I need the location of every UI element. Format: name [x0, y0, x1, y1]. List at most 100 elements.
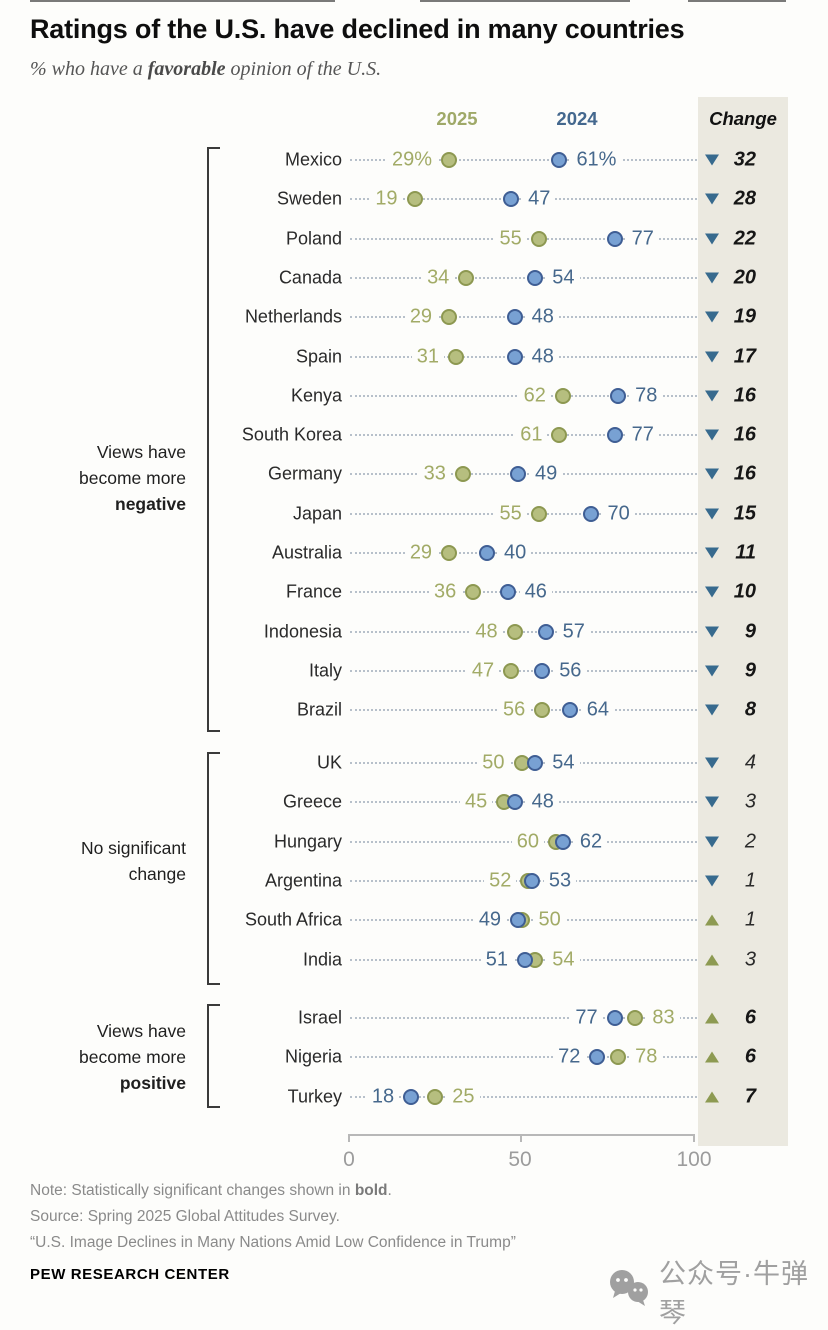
change-down-triangle-icon: [705, 272, 719, 284]
group-bracket: [207, 147, 220, 732]
dot-2024: [527, 269, 544, 286]
dot-2025: [551, 427, 568, 444]
value-2024: 77: [570, 1006, 603, 1030]
crop-artifact-bar: [688, 0, 786, 2]
value-2024: 56: [554, 659, 587, 683]
row-leader-dots: [350, 355, 697, 358]
value-2024: 64: [581, 698, 615, 722]
crop-artifact-bar: [30, 0, 335, 2]
value-2025: 31: [411, 345, 444, 368]
change-down-triangle-icon: [705, 508, 719, 520]
value-2025: 83: [647, 1006, 680, 1030]
change-value: 19: [733, 305, 756, 328]
change-value: 4: [744, 751, 756, 774]
country-label: Israel: [297, 1007, 342, 1028]
change-down-triangle-icon: [705, 547, 719, 559]
change-down-triangle-icon: [705, 233, 719, 245]
row-leader-dots: [350, 159, 697, 161]
group-label: No significant change: [16, 835, 186, 887]
dot-2025: [530, 230, 547, 247]
value-2025: 29: [404, 305, 438, 329]
value-2025: 55: [494, 502, 527, 526]
group-label-line: become more: [79, 468, 186, 488]
value-2025: 61: [515, 423, 548, 447]
row-leader-dots: [350, 1017, 697, 1019]
value-2024: 77: [626, 227, 659, 251]
row-leader-dots: [350, 1056, 697, 1059]
dot-2024: [503, 191, 520, 208]
dot-2024: [499, 584, 516, 601]
dot-2024: [510, 466, 527, 483]
value-2024: 51: [480, 948, 513, 971]
change-up-triangle-icon: [705, 914, 719, 926]
x-axis-line: [349, 1134, 695, 1136]
change-value: 11: [735, 541, 756, 564]
country-label: Hungary: [273, 831, 342, 852]
row-leader-dots: [350, 316, 697, 319]
chart-title: Ratings of the U.S. have declined in man…: [30, 14, 685, 44]
value-2024: 46: [519, 580, 552, 604]
dot-2025: [458, 269, 475, 286]
value-2024: 61%: [571, 148, 622, 172]
dot-2025: [554, 387, 571, 404]
change-up-triangle-icon: [705, 1051, 719, 1063]
dot-2024: [506, 348, 523, 365]
group-bracket: [207, 1004, 220, 1108]
change-down-triangle-icon: [705, 429, 719, 441]
change-up-triangle-icon: [705, 1012, 719, 1024]
value-2024: 40: [499, 541, 532, 565]
dot-2024: [606, 1010, 623, 1026]
row-leader-dots: [350, 669, 697, 672]
change-value: 8: [744, 698, 756, 721]
dot-2024: [606, 427, 623, 444]
dot-2024: [523, 872, 540, 889]
subtitle-suffix: opinion of the U.S.: [225, 58, 382, 80]
note-line: Note: Statistically significant changes …: [30, 1180, 770, 1202]
country-label: France: [285, 581, 342, 602]
dot-2025: [441, 545, 458, 561]
row-leader-dots: [350, 1095, 697, 1098]
dot-2024: [506, 309, 523, 326]
pew-research-center-logo: PEW RESEARCH CENTER: [30, 1266, 230, 1283]
value-2025: 45: [460, 790, 493, 814]
change-down-triangle-icon: [705, 796, 719, 808]
country-label: Spain: [295, 346, 342, 366]
change-value: 17: [733, 345, 756, 367]
x-axis-tick-0: [348, 1134, 350, 1142]
group-label-line: positive: [119, 1073, 186, 1093]
dot-2025: [530, 505, 547, 522]
country-label: Nigeria: [284, 1046, 342, 1067]
dot-2024: [554, 833, 571, 850]
change-value: 1: [744, 908, 756, 931]
group-label-line: negative: [115, 494, 186, 514]
dot-2025: [406, 191, 423, 208]
change-down-triangle-icon: [705, 704, 719, 716]
dot-2024: [479, 545, 495, 561]
change-down-triangle-icon: [705, 154, 719, 166]
value-2025: 56: [497, 698, 531, 722]
dot-2025: [465, 584, 482, 601]
dot-2025: [447, 348, 464, 365]
value-2025: 78: [630, 1045, 663, 1069]
dot-2025: [427, 1088, 444, 1105]
dot-2024: [403, 1088, 420, 1105]
change-value: 22: [733, 227, 756, 250]
group-label: Views have become more positive: [16, 1018, 186, 1096]
change-value: 1: [744, 869, 756, 892]
dot-2025: [503, 662, 520, 679]
change-value: 16: [733, 384, 756, 407]
change-down-triangle-icon: [705, 351, 719, 362]
change-down-triangle-icon: [705, 757, 719, 769]
value-2024: 72: [553, 1045, 586, 1069]
group-label: Views have become more negative: [16, 439, 186, 517]
subtitle-prefix: % who have a: [30, 58, 148, 80]
x-axis-tick-100: [693, 1134, 695, 1142]
value-2024: 57: [557, 620, 590, 644]
value-2025: 25: [447, 1085, 480, 1109]
country-label: Indonesia: [263, 621, 342, 642]
dot-2025: [610, 1049, 627, 1066]
value-2024: 77: [626, 423, 659, 447]
change-value: 9: [744, 620, 756, 643]
country-label: Germany: [267, 463, 342, 484]
